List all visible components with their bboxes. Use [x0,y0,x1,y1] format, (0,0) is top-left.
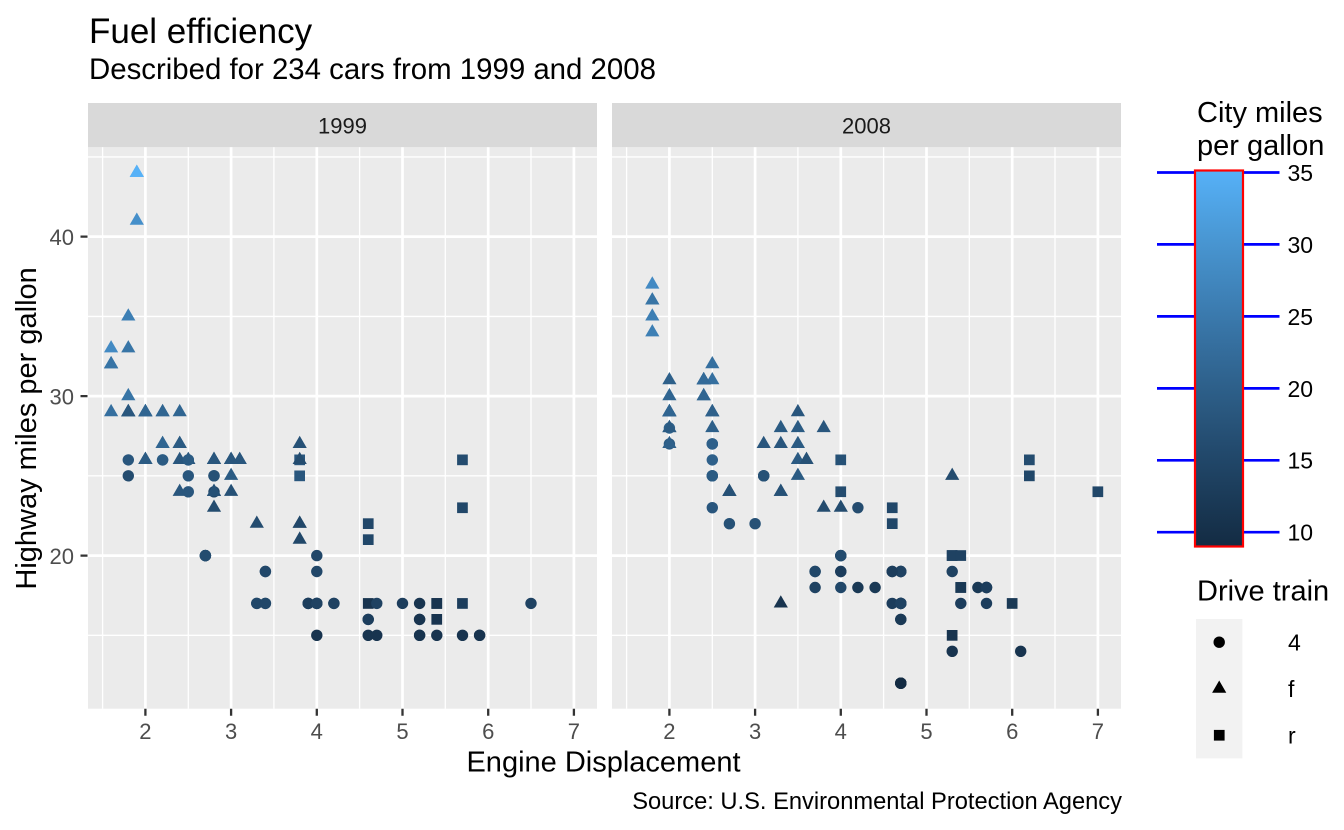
svg-text:6: 6 [1006,719,1018,744]
svg-text:2: 2 [139,719,151,744]
svg-text:7: 7 [568,719,580,744]
svg-text:20: 20 [1288,376,1314,402]
svg-text:Drive train: Drive train [1197,576,1329,608]
svg-text:1999: 1999 [318,113,367,138]
svg-text:4: 4 [311,719,323,744]
svg-text:5: 5 [396,719,408,744]
svg-text:Fuel efficiency: Fuel efficiency [89,12,313,51]
svg-text:6: 6 [482,719,494,744]
svg-text:Source: U.S. Environmental Pro: Source: U.S. Environmental Protection Ag… [632,789,1122,815]
svg-text:15: 15 [1288,448,1314,474]
svg-text:25: 25 [1288,304,1314,330]
svg-text:City miles: City miles [1197,97,1323,129]
svg-text:5: 5 [920,719,932,744]
svg-text:10: 10 [1288,520,1314,546]
svg-text:30: 30 [50,384,74,409]
svg-text:r: r [1288,723,1296,749]
svg-text:3: 3 [225,719,237,744]
svg-text:4: 4 [1288,630,1301,656]
svg-text:4: 4 [835,719,847,744]
svg-text:7: 7 [1092,719,1104,744]
svg-text:2008: 2008 [842,113,891,138]
svg-text:20: 20 [50,544,74,569]
svg-text:Described for 234 cars from 19: Described for 234 cars from 1999 and 200… [89,53,656,86]
svg-text:Engine Displacement: Engine Displacement [466,747,740,779]
svg-text:f: f [1288,676,1295,702]
svg-text:3: 3 [749,719,761,744]
svg-text:Highway miles per gallon: Highway miles per gallon [11,267,43,589]
svg-text:per gallon: per gallon [1197,130,1324,162]
svg-text:30: 30 [1288,232,1314,258]
svg-text:40: 40 [50,225,74,250]
svg-text:35: 35 [1288,160,1314,186]
svg-text:2: 2 [663,719,675,744]
